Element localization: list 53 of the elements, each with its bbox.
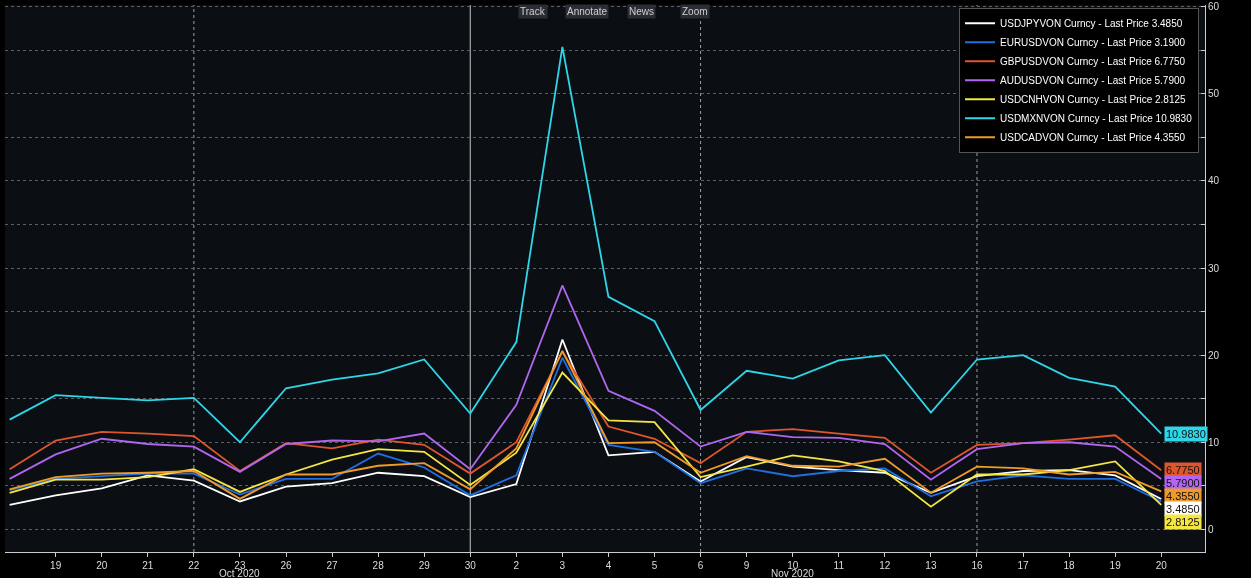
y-tick-label: 50: [1208, 88, 1220, 100]
legend-label: USDJPYVON Curncy - Last Price 3.4850: [1000, 18, 1183, 30]
legend-label: GBPUSDVON Curncy - Last Price 6.7750: [1000, 56, 1186, 68]
y-tick-label: 20: [1208, 349, 1220, 361]
y-tick-label: 30: [1208, 262, 1220, 274]
x-tick-label: 3: [559, 560, 566, 571]
x-tick-label: 20: [1155, 560, 1168, 571]
y-tick-label: 10: [1208, 436, 1220, 448]
x-tick-label: 23: [234, 560, 246, 571]
x-tick-label: 5: [651, 560, 658, 571]
text: Oct 2020: [219, 568, 261, 578]
data-label: 2.8125: [1166, 516, 1200, 528]
x-tick-label: 19: [50, 560, 62, 571]
legend-label: USDCNHVON Curncy - Last Price 2.8125: [1000, 94, 1187, 106]
annotation: Annotate: [567, 6, 608, 17]
x-tick-label: 6: [697, 560, 704, 571]
x-tick-label: 29: [418, 560, 431, 571]
line-series: [8, 284, 1163, 481]
data-label: 5.7900: [1166, 477, 1200, 489]
y-tick-label: 40: [1208, 175, 1220, 187]
x-tick-label: 13: [925, 560, 937, 571]
annotation: Zoom: [682, 6, 708, 17]
x-tick-label: 22: [188, 560, 200, 571]
x-tick-label: 20: [96, 560, 108, 571]
x-tick-label: 2: [513, 560, 520, 571]
x-tick-label: 17: [1017, 560, 1030, 571]
y-tick-label: 60: [1208, 1, 1220, 13]
x-tick-label: 9: [743, 560, 750, 571]
x-tick-label: 18: [1063, 560, 1076, 571]
x-tick-label: 28: [372, 560, 385, 571]
x-tick-label: 16: [971, 560, 983, 571]
legend-label: USDCADVON Curncy - Last Price 4.3550: [1000, 132, 1186, 144]
data-label: 6.7750: [1166, 464, 1200, 476]
x-tick-label: 21: [142, 560, 154, 571]
legend-label: USDMXNVON Curncy - Last Price 10.9830: [1000, 113, 1193, 125]
x-tick-label: 27: [326, 560, 339, 571]
data-label: 4.3550: [1166, 490, 1200, 502]
x-tick-label: 4: [605, 560, 612, 571]
data-label: 3.4850: [1166, 503, 1200, 515]
x-tick-label: 10: [787, 560, 799, 571]
x-tick-label: 19: [1109, 560, 1122, 571]
data-label: 10.9830: [1166, 428, 1206, 440]
annotation: News: [629, 6, 655, 17]
x-tick-label: 11: [833, 560, 845, 571]
legend-label: AUDUSDVON Curncy - Last Price 5.7900: [1000, 75, 1186, 87]
legend-label: EURUSDVON Curncy - Last Price 3.1900: [1000, 37, 1186, 49]
annotation: Track: [520, 6, 546, 17]
line-series: [8, 350, 1163, 475]
x-tick-label: 30: [464, 560, 477, 571]
x-tick-label: 12: [879, 560, 891, 571]
x-tick-label: 26: [280, 560, 292, 571]
text: Nov 2020: [771, 568, 815, 578]
y-tick-label: 0: [1208, 523, 1214, 535]
